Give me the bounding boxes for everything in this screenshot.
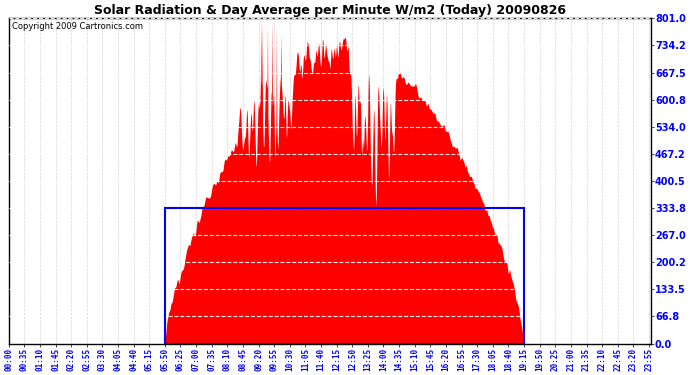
Text: Copyright 2009 Cartronics.com: Copyright 2009 Cartronics.com — [12, 22, 143, 31]
Bar — [165, 208, 524, 344]
Title: Solar Radiation & Day Average per Minute W/m2 (Today) 20090826: Solar Radiation & Day Average per Minute… — [94, 4, 566, 17]
